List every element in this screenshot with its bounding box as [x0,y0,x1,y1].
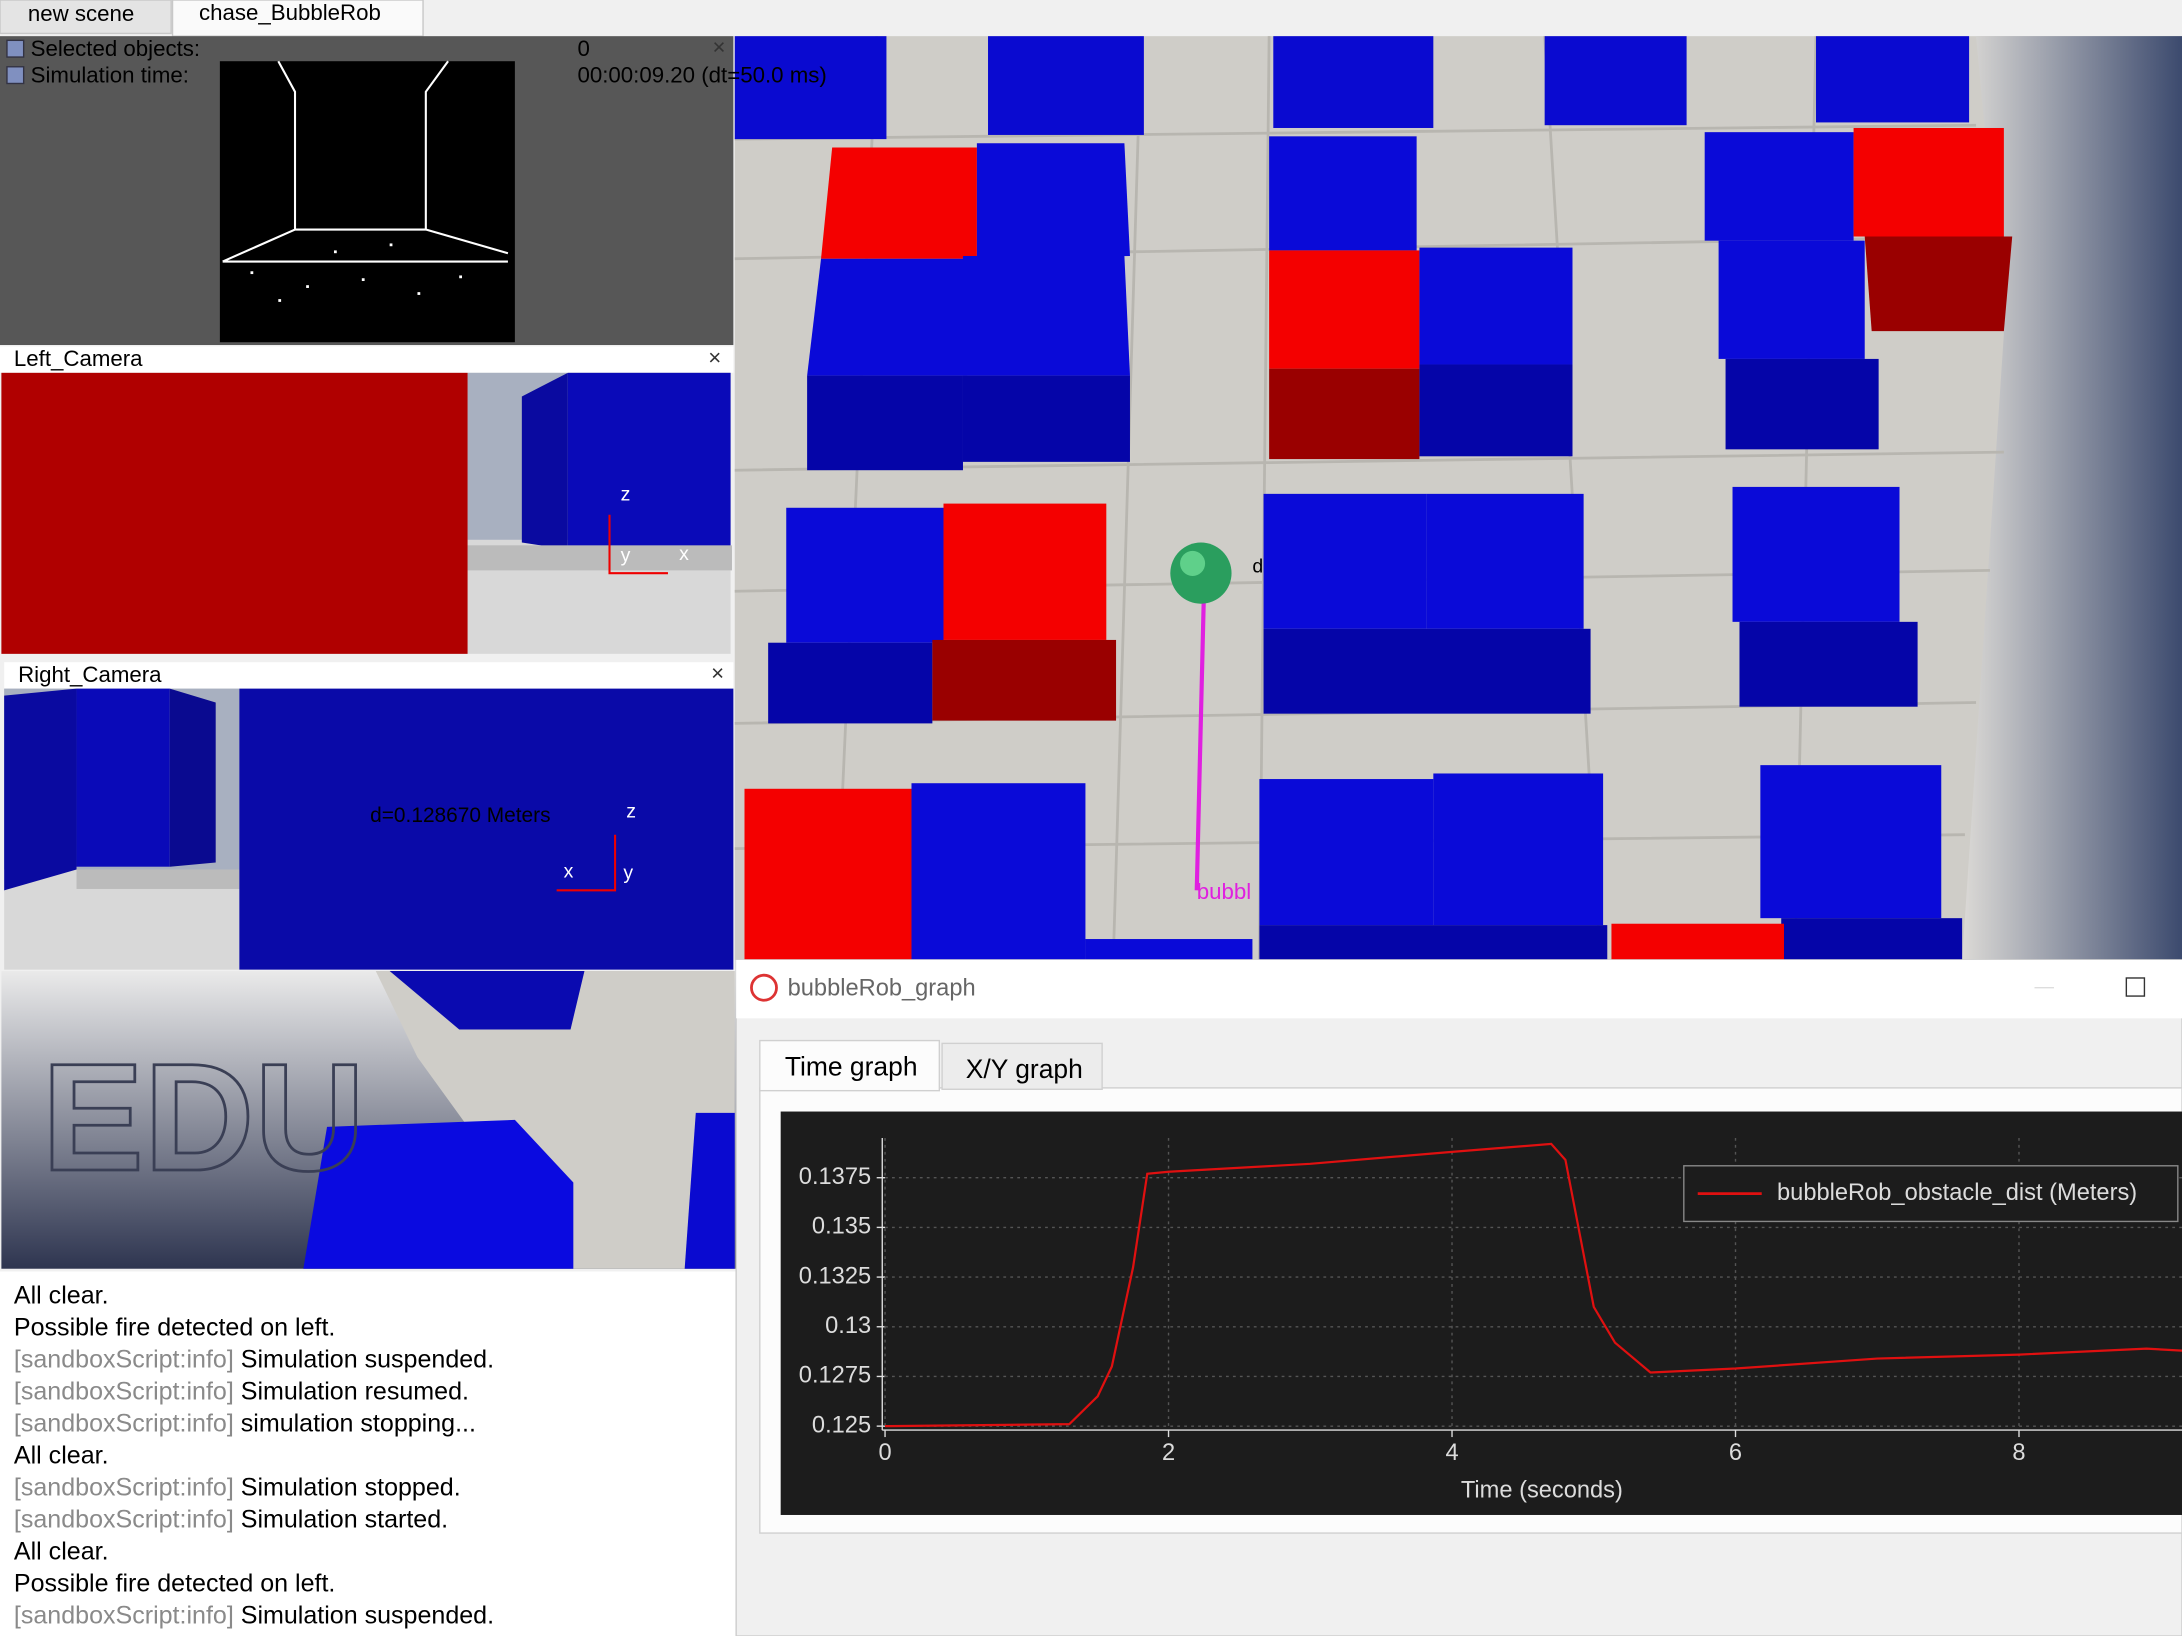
x-tick-label: 0 [878,1440,891,1466]
tab[interactable] [759,1039,941,1092]
tab-label[interactable]: X/Y graph [966,1054,1083,1084]
tab-label[interactable]: new scene [28,1,134,26]
log-prefix: [sandboxScript:info] [14,1473,234,1501]
close-icon[interactable]: × [711,661,724,686]
log-prefix: [sandboxScript:info] [14,1409,234,1437]
axis-label: x [564,860,574,882]
checkbox[interactable] [6,66,25,85]
axis-label: y [621,545,631,567]
log-text: Possible fire detected on left. [14,1313,335,1341]
console-line: [sandboxScript:info] Simulation suspende… [14,1601,494,1629]
x-tick-label: 8 [2012,1440,2025,1466]
log-text: Simulation resumed. [241,1377,469,1405]
legend-label: bubbleRob_obstacle_dist (Meters) [1777,1180,2137,1206]
log-prefix: [sandboxScript:info] [14,1505,234,1533]
overlay-label: Selected objects: [31,36,200,61]
overlay-label: Simulation time: [31,62,189,87]
log-text: Simulation suspended. [241,1345,494,1373]
axis-label: z [626,801,636,823]
sensor-label: d [1252,556,1263,578]
right-camera-view: Right_Camera × d=0.128670 Meters z x y [4,661,734,970]
y-tick-label: 0.1325 [799,1263,871,1289]
scene-view: bubbl d [734,36,2182,960]
x-tick-label: 4 [1445,1440,1458,1466]
x-tick-label: 6 [1729,1440,1742,1466]
console-line: [sandboxScript:info] Simulation stopped. [14,1473,461,1501]
data-line [885,1142,2182,1428]
view-title: Right_Camera [18,662,162,687]
floating-view: EDU [1,971,737,1269]
console-line: All clear. [14,1441,109,1469]
tab[interactable] [0,0,172,35]
console-line: [sandboxScript:info] Simulation resumed. [14,1377,469,1405]
maximize[interactable] [2125,977,2146,997]
tab[interactable] [171,0,424,37]
console-line: [sandboxScript:info] Simulation started. [14,1505,448,1533]
vision-view: Selected objects: 0 Simulation time: 00:… [0,35,827,346]
boxes [734,36,2013,960]
overlay-value: 0 [578,36,590,61]
tab-label[interactable]: chase_BubbleRob [199,0,381,25]
console-line: Possible fire detected on left. [14,1569,335,1597]
sensor-ray [1194,600,1206,891]
overlay-value: 00:00:09.20 (dt=50.0 ms) [578,62,827,87]
view-title: Left_Camera [14,346,143,371]
axis-label: z [621,483,631,505]
window-title: bubbleRob_graph [788,975,976,1001]
log-text: simulation stopping... [241,1409,476,1437]
log-text: Simulation suspended. [241,1601,494,1629]
legend-box [1683,1165,2179,1223]
graph-window: bubbleRob_graph Time graph X/Y graph 0.1… [735,959,2182,1636]
console-line: All clear. [14,1537,109,1565]
left-camera-view: Left_Camera × z y x [0,345,734,654]
y-tick-label: 0.1375 [799,1164,871,1190]
tab-label[interactable]: Time graph [785,1051,918,1081]
close-icon[interactable]: × [712,35,725,60]
console-line: [sandboxScript:info] Simulation suspende… [14,1345,494,1373]
log-prefix: [sandboxScript:info] [14,1377,234,1405]
axis-label: x [679,543,689,565]
y-tick-label: 0.125 [812,1412,871,1438]
log-prefix: [sandboxScript:info] [14,1601,234,1629]
distance-readout: d=0.128670 Meters [370,804,550,827]
console-line: [sandboxScript:info] simulation stopping… [14,1409,476,1437]
log-text: All clear. [14,1537,109,1565]
console: All clear. Possible fire detected on left… [0,1271,738,1636]
log-text: Simulation started. [241,1505,448,1533]
console-line: Possible fire detected on left. [14,1313,335,1341]
log-text: All clear. [14,1441,109,1469]
log-text: Simulation stopped. [241,1473,461,1501]
x-tick-label: 2 [1162,1440,1175,1466]
robot-label: bubbl [1197,879,1251,904]
checkbox[interactable] [6,39,25,58]
axis-label: y [623,862,633,884]
console-line: All clear. [14,1281,109,1309]
y-tick-label: 0.1275 [799,1363,871,1389]
log-text: Possible fire detected on left. [14,1569,335,1597]
tab[interactable] [941,1042,1103,1090]
y-tick-label: 0.135 [812,1214,871,1240]
x-axis-label: Time (seconds) [1461,1478,1623,1504]
close-icon[interactable]: × [708,345,721,370]
watermark: EDU [42,1032,365,1203]
y-tick-label: 0.13 [825,1313,871,1339]
log-text: All clear. [14,1281,109,1309]
robot[interactable] [1170,542,1232,604]
log-prefix: [sandboxScript:info] [14,1345,234,1373]
